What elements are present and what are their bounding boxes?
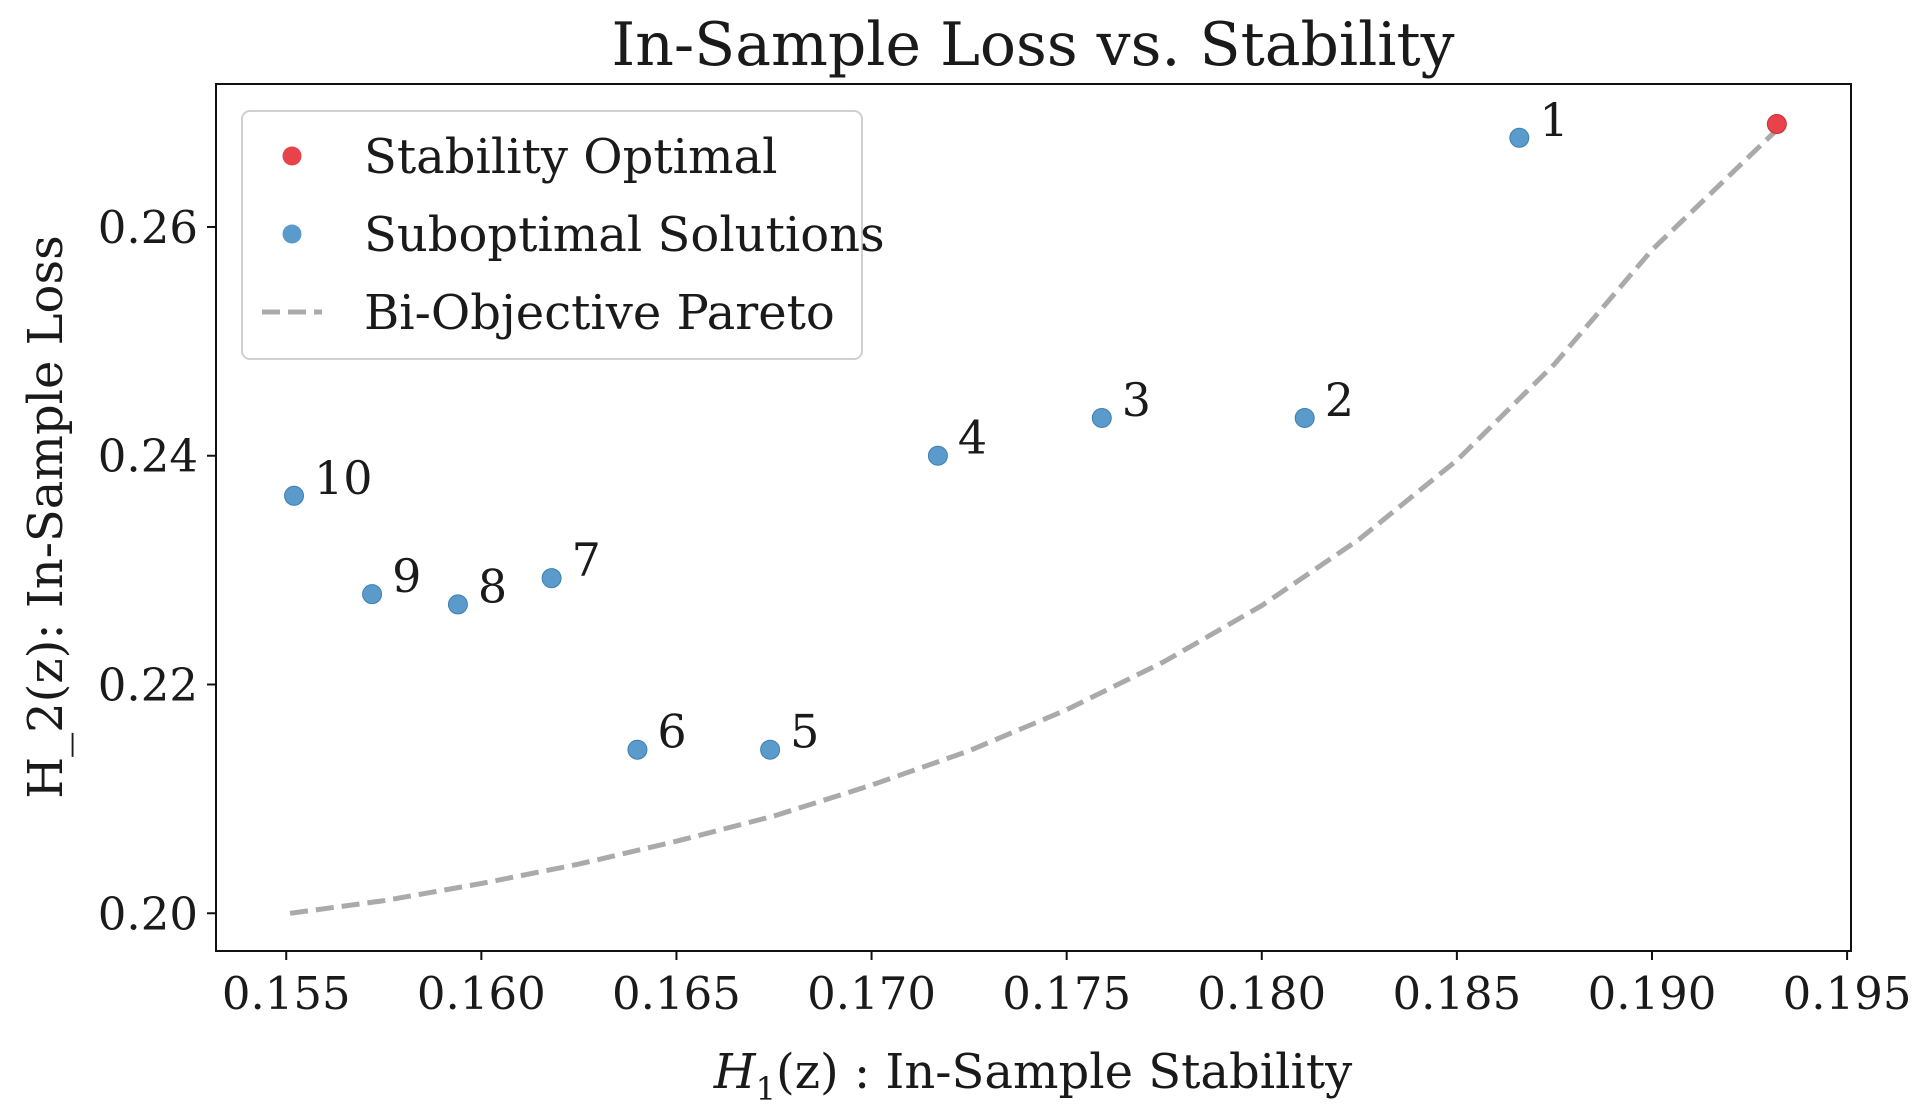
suboptimal-point-8 bbox=[447, 594, 468, 615]
x-tick-label: 0.190 bbox=[1588, 967, 1717, 1020]
legend-marker-stability-optimal bbox=[282, 146, 302, 166]
point-label-6: 6 bbox=[657, 705, 686, 759]
legend-box bbox=[241, 110, 863, 360]
point-label-7: 7 bbox=[572, 533, 601, 587]
point-label-2: 2 bbox=[1325, 373, 1354, 427]
x-tick-label: 0.165 bbox=[612, 967, 741, 1020]
x-axis-label-symbol: H bbox=[713, 1044, 757, 1100]
legend: Stability Optimal Suboptimal Solutions Bi-… bbox=[241, 110, 885, 360]
plot-area: 1 2 3 4 5 6 7 8 9 10 0.155 0.160 0.165 0.170 0.175 0.18… bbox=[98, 83, 1912, 1020]
suboptimal-point-1 bbox=[1509, 127, 1530, 148]
y-tick-label: 0.26 bbox=[98, 201, 198, 254]
x-tick-label: 0.195 bbox=[1783, 967, 1912, 1020]
legend-label: Bi-Objective Pareto bbox=[364, 285, 835, 341]
y-tick-label: 0.20 bbox=[98, 887, 198, 940]
suboptimal-point-2 bbox=[1294, 407, 1315, 428]
x-axis-label-subscript: 1 bbox=[756, 1070, 776, 1108]
legend-label: Stability Optimal bbox=[364, 129, 777, 185]
suboptimal-point-4 bbox=[927, 445, 948, 466]
suboptimal-point-5 bbox=[760, 739, 781, 760]
y-tick-label: 0.22 bbox=[98, 658, 198, 711]
point-label-9: 9 bbox=[392, 549, 421, 603]
point-label-3: 3 bbox=[1122, 373, 1151, 427]
x-axis-label-text: (z) : In-Sample Stability bbox=[776, 1044, 1352, 1100]
x-tick-label: 0.180 bbox=[1197, 967, 1326, 1020]
point-label-4: 4 bbox=[958, 411, 987, 465]
point-label-8: 8 bbox=[478, 559, 507, 613]
point-label-10: 10 bbox=[314, 451, 373, 505]
suboptimal-point-10 bbox=[284, 485, 305, 506]
point-label-5: 5 bbox=[790, 705, 819, 759]
y-axis-label: H_2(z): In-Sample Loss bbox=[18, 235, 74, 798]
x-tick-label: 0.175 bbox=[1002, 967, 1131, 1020]
suboptimal-point-6 bbox=[627, 739, 648, 760]
chart-title: In-Sample Loss vs. Stability bbox=[612, 10, 1455, 80]
x-tick-label: 0.155 bbox=[222, 967, 351, 1020]
suboptimal-point-7 bbox=[541, 568, 562, 589]
suboptimal-point-9 bbox=[362, 584, 383, 605]
plot-frame bbox=[215, 83, 1852, 952]
legend-marker-suboptimal bbox=[282, 224, 302, 244]
x-tick-label: 0.170 bbox=[807, 967, 936, 1020]
y-tick-label: 0.24 bbox=[98, 430, 198, 483]
x-axis-label: H1(z) : In-Sample Stability bbox=[713, 1044, 1352, 1108]
x-tick-label: 0.160 bbox=[417, 967, 546, 1020]
x-tick-label: 0.185 bbox=[1392, 967, 1521, 1020]
suboptimal-point-3 bbox=[1091, 407, 1112, 428]
stability-optimal-point bbox=[1766, 114, 1787, 135]
point-label-1: 1 bbox=[1539, 93, 1568, 147]
legend-label: Suboptimal Solutions bbox=[364, 207, 885, 263]
pareto-curve bbox=[289, 127, 1779, 916]
